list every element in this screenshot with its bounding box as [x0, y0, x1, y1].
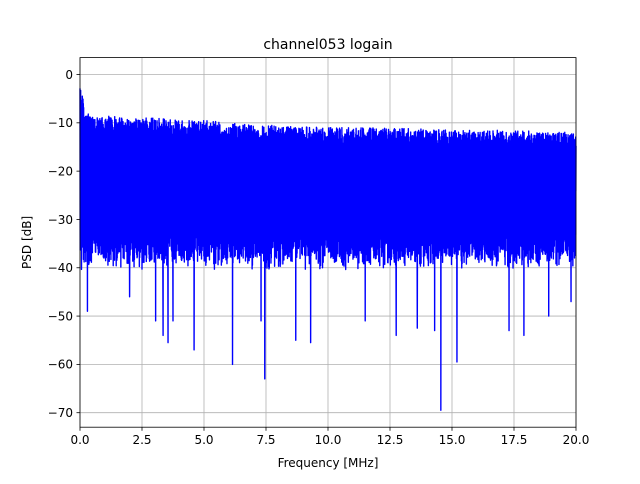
x-tick-label: 15.0: [439, 433, 466, 447]
x-axis-label: Frequency [MHz]: [278, 456, 379, 470]
y-tick-label: −60: [48, 358, 73, 372]
y-tick-label: 0: [65, 68, 73, 82]
y-tick-label: −50: [48, 309, 73, 323]
data-series: [79, 88, 577, 411]
chart-title: channel053 logain: [263, 37, 392, 53]
x-tick-label: 0.0: [70, 433, 89, 447]
y-tick-label: −20: [48, 164, 73, 178]
y-tick-label: −70: [48, 406, 73, 420]
psd-series-line: [79, 88, 577, 411]
x-tick-label: 10.0: [315, 433, 342, 447]
x-tick-label: 7.5: [256, 433, 275, 447]
y-tick-label: −40: [48, 261, 73, 275]
y-axis-label: PSD [dB]: [20, 216, 34, 269]
y-tick-label: −10: [48, 116, 73, 130]
x-tick-label: 5.0: [194, 433, 213, 447]
x-tick-label: 17.5: [501, 433, 528, 447]
x-tick-label: 20.0: [563, 433, 590, 447]
y-axis-ticks: 0 −10 −20 −30 −40 −50 −60 −70: [48, 68, 80, 420]
x-tick-label: 12.5: [377, 433, 404, 447]
y-tick-label: −30: [48, 213, 73, 227]
x-tick-label: 2.5: [132, 433, 151, 447]
x-axis-ticks: 0.0 2.5 5.0 7.5 10.0 12.5 15.0 17.5 20.0: [70, 427, 589, 447]
